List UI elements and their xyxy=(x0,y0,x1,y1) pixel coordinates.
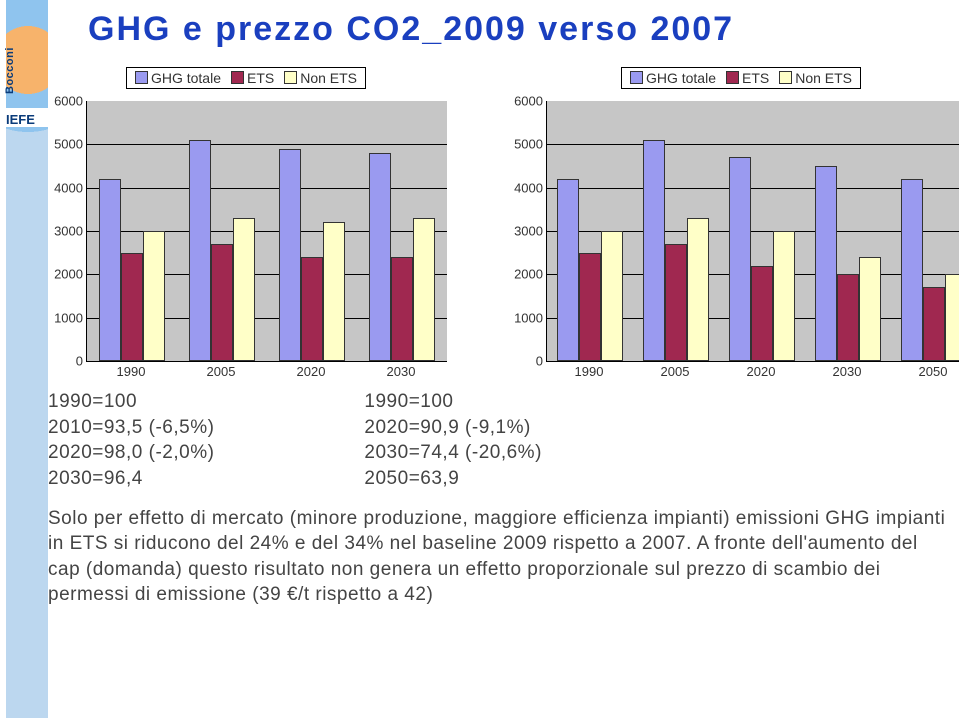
chart-bar xyxy=(945,274,959,361)
legend-label: Non ETS xyxy=(300,70,357,86)
chart-bar xyxy=(901,179,923,361)
gridline xyxy=(87,144,447,145)
chart-bar xyxy=(369,153,391,361)
y-tick-label: 2000 xyxy=(514,267,543,282)
x-tick-label: 2005 xyxy=(176,364,266,379)
stat-line: 1990=100 xyxy=(364,389,541,415)
legend-swatch xyxy=(284,71,297,84)
stat-line: 1990=100 xyxy=(48,389,214,415)
legend-swatch xyxy=(726,71,739,84)
chart-bar xyxy=(323,222,345,361)
chart-bar xyxy=(665,244,687,361)
legend-swatch xyxy=(630,71,643,84)
gridline xyxy=(547,144,959,145)
body-text: Solo per effetto di mercato (minore prod… xyxy=(48,506,948,609)
iefe-label: IEFE xyxy=(6,108,48,127)
charts-row: GHG totaleETSNon ETS01000200030004000500… xyxy=(46,67,954,379)
x-tick-label: 2030 xyxy=(804,364,890,379)
chart-legend: GHG totale ETS Non ETS xyxy=(621,67,861,89)
legend-label: Non ETS xyxy=(795,70,852,86)
y-tick-label: 0 xyxy=(536,354,543,369)
chart-bar xyxy=(99,179,121,361)
chart-bar xyxy=(143,231,165,361)
y-tick-label: 4000 xyxy=(514,180,543,195)
chart-bar xyxy=(815,166,837,361)
x-tick-label: 1990 xyxy=(86,364,176,379)
y-tick-label: 4000 xyxy=(54,180,83,195)
x-tick-label: 1990 xyxy=(546,364,632,379)
gridline xyxy=(87,188,447,189)
y-tick-label: 3000 xyxy=(514,224,543,239)
chart-bar xyxy=(923,287,945,361)
chart-bar xyxy=(211,244,233,361)
stats-left: 1990=1002010=93,5 (-6,5%)2020=98,0 (-2,0… xyxy=(48,389,214,492)
stat-line: 2020=98,0 (-2,0%) xyxy=(48,440,214,466)
legend-swatch xyxy=(231,71,244,84)
chart-bar xyxy=(189,140,211,361)
page-title: GHG e prezzo CO2_2009 verso 2007 xyxy=(88,10,954,49)
stat-line: 2020=90,9 (-9,1%) xyxy=(364,415,541,441)
gridline xyxy=(547,188,959,189)
legend-swatch xyxy=(135,71,148,84)
chart-bar xyxy=(413,218,435,361)
legend-swatch xyxy=(779,71,792,84)
chart-bar xyxy=(121,253,143,361)
chart-left: GHG totaleETSNon ETS01000200030004000500… xyxy=(46,67,446,379)
chart-bar xyxy=(391,257,413,361)
stat-line: 2010=93,5 (-6,5%) xyxy=(48,415,214,441)
stat-line: 2030=74,4 (-20,6%) xyxy=(364,440,541,466)
chart-bar xyxy=(643,140,665,361)
chart-bar xyxy=(579,253,601,361)
x-tick-label: 2030 xyxy=(356,364,446,379)
legend-label: ETS xyxy=(742,70,769,86)
x-tick-label: 2020 xyxy=(718,364,804,379)
y-tick-label: 6000 xyxy=(514,94,543,109)
chart-bar xyxy=(279,149,301,361)
chart-bar xyxy=(601,231,623,361)
gridline xyxy=(87,231,447,232)
chart-legend: GHG totale ETS Non ETS xyxy=(126,67,366,89)
chart-bar xyxy=(301,257,323,361)
chart-bar xyxy=(233,218,255,361)
bocconi-logo-label: Bocconi xyxy=(4,47,16,94)
chart-bar xyxy=(837,274,859,361)
legend-label: GHG totale xyxy=(151,70,221,86)
y-tick-label: 5000 xyxy=(514,137,543,152)
chart-bar xyxy=(557,179,579,361)
x-tick-label: 2050 xyxy=(890,364,959,379)
y-tick-label: 6000 xyxy=(54,94,83,109)
y-tick-label: 2000 xyxy=(54,267,83,282)
chart-bar xyxy=(729,157,751,361)
stats-right: 1990=1002020=90,9 (-9,1%)2030=74,4 (-20,… xyxy=(364,389,541,492)
y-tick-label: 3000 xyxy=(54,224,83,239)
x-tick-label: 2020 xyxy=(266,364,356,379)
chart-right: GHG totaleETSNon ETS01000200030004000500… xyxy=(506,67,959,379)
stat-line: 2050=63,9 xyxy=(364,466,541,492)
y-tick-label: 1000 xyxy=(54,310,83,325)
chart-bar xyxy=(687,218,709,361)
y-tick-label: 5000 xyxy=(54,137,83,152)
stat-line: 2030=96,4 xyxy=(48,466,214,492)
y-tick-label: 1000 xyxy=(514,310,543,325)
chart-bar xyxy=(773,231,795,361)
y-tick-label: 0 xyxy=(76,354,83,369)
chart-bar xyxy=(859,257,881,361)
x-tick-label: 2005 xyxy=(632,364,718,379)
chart-plot: 0100020003000400050006000 xyxy=(86,101,447,362)
legend-label: ETS xyxy=(247,70,274,86)
stats-row: 1990=1002010=93,5 (-6,5%)2020=98,0 (-2,0… xyxy=(48,389,954,492)
chart-plot: 0100020003000400050006000 xyxy=(546,101,959,362)
legend-label: GHG totale xyxy=(646,70,716,86)
chart-bar xyxy=(751,266,773,361)
